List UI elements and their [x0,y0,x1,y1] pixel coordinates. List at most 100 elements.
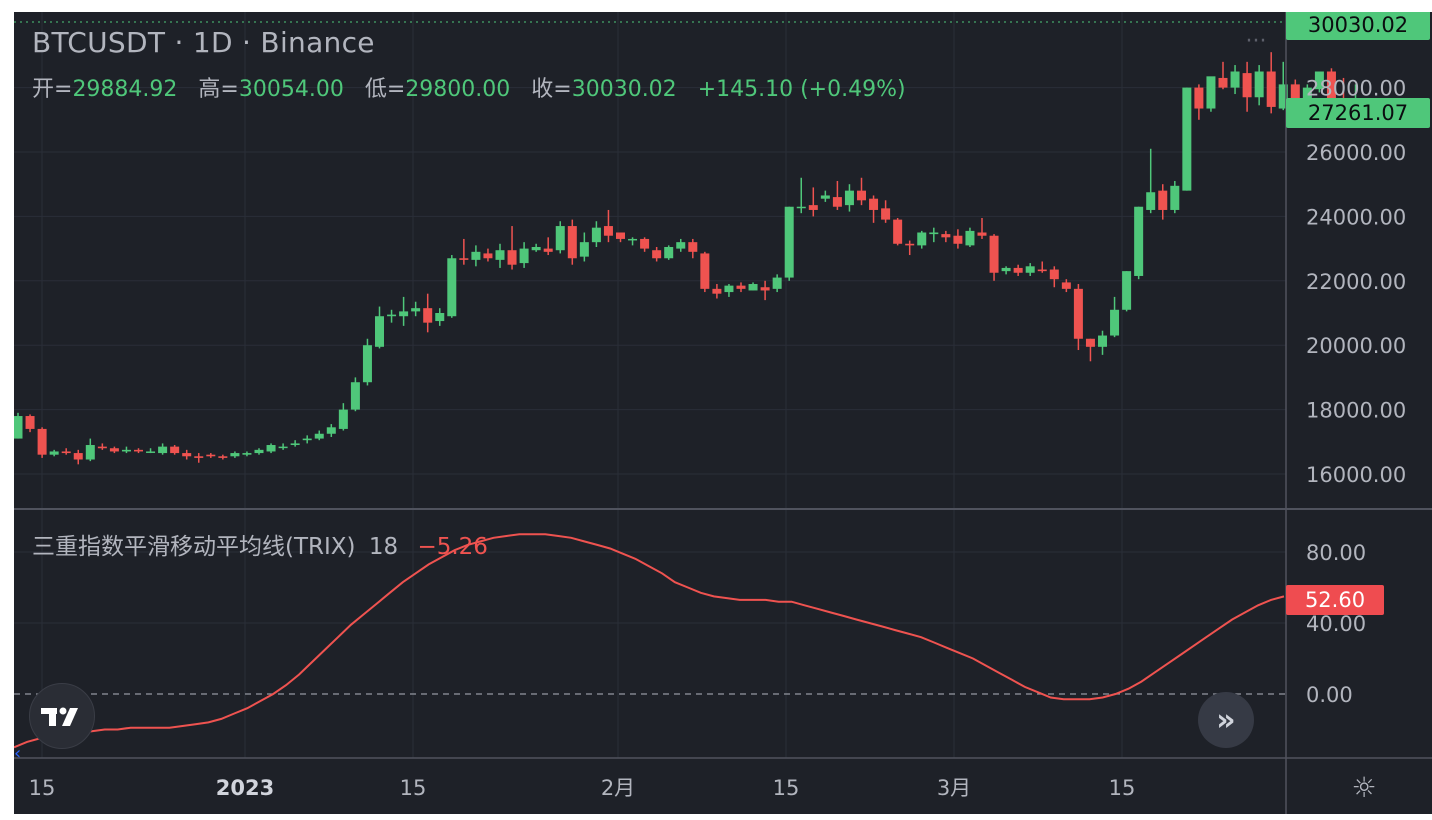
candle [748,282,758,291]
candle [447,255,457,318]
candle [784,206,794,281]
chart-canvas[interactable]: 16000.00 18000.00 20000.00 22000.00 24000.00… [14,12,1432,814]
candle [905,240,915,256]
candle-body [700,253,710,289]
candle-body [652,250,662,259]
trix-axis-label: 80.00 [1306,541,1366,565]
candle-body [507,250,517,265]
crosshair-price-tag: 27261.07 [1286,98,1430,128]
chart-frame[interactable]: 16000.00 18000.00 20000.00 22000.00 24000.00… [14,12,1432,814]
candle-body [362,345,372,383]
candle [218,454,228,460]
candle-body [459,258,469,260]
candle-body [784,206,794,278]
candle-body [857,190,866,201]
candle [121,446,131,454]
candle-body [640,238,650,249]
candle [555,221,565,254]
close-value: 30030.02 [571,77,677,102]
candle [869,195,879,223]
more-dots-icon[interactable]: ··· [1245,29,1267,54]
indicator-param: 18 [368,534,399,560]
candle-body [977,232,987,236]
candle [85,438,95,462]
candle-body [1122,271,1132,310]
candle [1314,71,1324,93]
low-value: 29800.00 [405,77,511,102]
candle-body [49,451,59,455]
symbol-title[interactable]: BTCUSDT · 1D · Binance [32,26,375,59]
candle [61,448,71,455]
candle-body [375,316,384,347]
candle [1134,206,1144,280]
candle-body [1146,192,1156,210]
open-value: 29884.92 [72,77,178,102]
candle [134,448,143,454]
candle [1158,184,1168,220]
candle [25,414,35,433]
candle-body [1242,73,1252,98]
candle [688,238,698,259]
candle-body [97,446,107,449]
candle-body [25,416,35,429]
candle [567,219,577,265]
candle [182,449,192,460]
tradingview-logo-icon[interactable] [29,683,95,749]
indicator-legend[interactable]: 三重指数平滑移动平均线(TRIX) 18 −5.26 [32,527,488,561]
candle-body [447,258,457,317]
open-label: 开= [32,77,73,102]
candle-body [37,428,47,455]
double-chevron-right-icon[interactable]: » [1198,692,1254,748]
candle [278,443,288,450]
candle-body [266,445,276,452]
trix-line [14,533,1285,749]
candle-body [567,226,577,259]
candle-body [712,288,722,294]
candle [1170,180,1180,214]
scroll-left-icon[interactable]: ‹ [14,743,22,764]
candle [917,230,927,249]
candle-body [628,238,638,241]
candle-body [1326,71,1336,101]
candle-body [953,235,963,244]
candle-body [170,446,180,454]
indicator-value: −5.26 [417,534,488,560]
candle [628,237,638,246]
candle-body [182,453,192,457]
candle [230,451,240,458]
candle-body [158,446,168,454]
candle [314,430,324,441]
sun-gear-icon[interactable]: ☼ [1351,771,1377,804]
candle-body [471,251,481,260]
candle-body [61,451,71,454]
candle-body [121,449,131,452]
candle [664,245,674,260]
price-axis-label: 18000.00 [1306,399,1406,423]
candle [483,248,493,262]
candle-body [808,205,818,210]
candle [1037,261,1047,273]
candle-body [905,243,915,246]
candle [808,187,818,217]
candle-body [230,453,240,457]
candle-body [483,253,493,259]
trix-value-tag: 52.60 [1286,585,1384,615]
candle-body [748,284,758,291]
candle-body [387,314,397,317]
candle-body [1182,87,1192,191]
candle-body [1158,190,1168,210]
candle-body [1266,71,1276,107]
candle-body [1314,71,1324,90]
time-axis-label: 15 [400,776,427,800]
axes: 16000.00 18000.00 20000.00 22000.00 24000.00… [14,12,1432,814]
candle [399,296,409,326]
ohlc-values: 开=29884.92 高=30054.00 低=29800.00 收=30030… [32,71,920,103]
candle-body [736,285,746,289]
time-axis-label: 2月 [601,776,635,800]
candle [49,449,59,457]
candle-body [278,446,288,449]
candle [616,232,625,243]
grid-lines [14,12,1286,758]
candle-body [543,248,553,252]
candle [1266,52,1276,114]
